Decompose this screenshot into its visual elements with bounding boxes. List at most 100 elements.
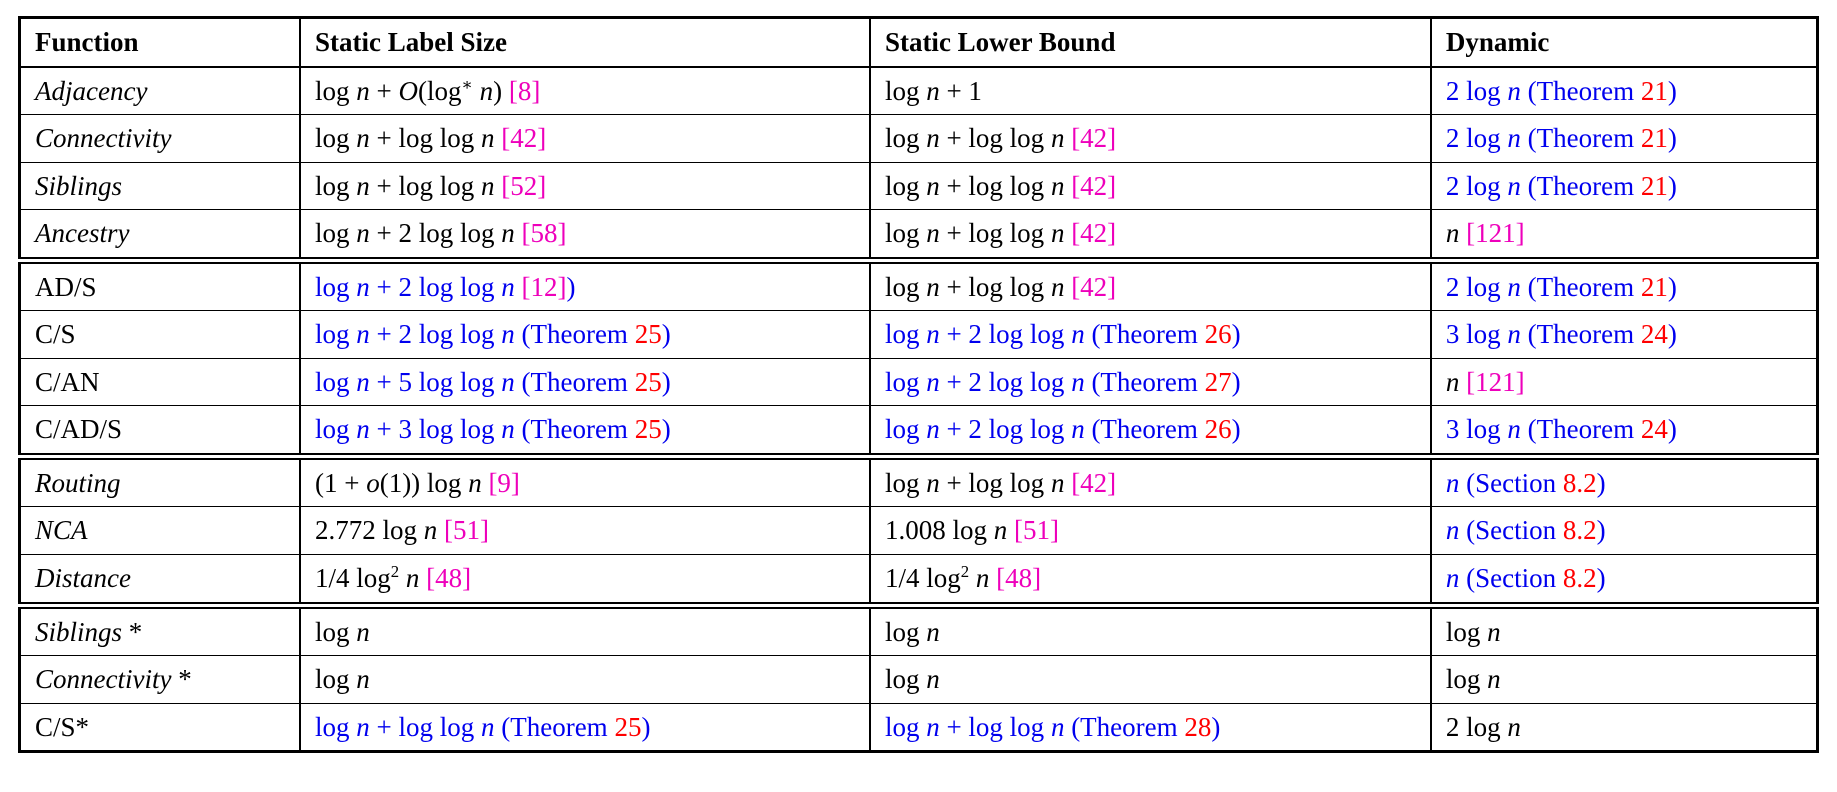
citation-link[interactable]: [52]	[501, 170, 547, 201]
value-cell: 3 log n (Theorem 24)	[1429, 310, 1818, 359]
citation-link[interactable]: [42]	[1071, 218, 1117, 249]
math-text: log n + log log n	[884, 170, 1065, 201]
math-text: log n + log log n	[884, 218, 1065, 249]
reference-link[interactable]: 24	[1640, 414, 1668, 445]
highlight-text: log n + 5 log log n (Theorem	[314, 366, 635, 397]
citation-link[interactable]: [8]	[508, 75, 541, 106]
reference-link[interactable]: 8.2	[1562, 467, 1597, 498]
math-text: Connectivity *	[35, 664, 192, 695]
reference-link[interactable]: 28	[1184, 711, 1212, 742]
highlight-text: )	[661, 414, 671, 445]
math-text: C/AD/S	[35, 414, 123, 445]
citation-link[interactable]: [42]	[1071, 467, 1117, 498]
citation-link[interactable]: [42]	[1071, 271, 1117, 302]
value-cell: log n + 2 log log n [12])	[298, 256, 870, 311]
reference-link[interactable]: 21	[1640, 75, 1668, 106]
reference-link[interactable]: 21	[1640, 170, 1668, 201]
citation-link[interactable]: [42]	[501, 123, 547, 154]
function-cell: C/AN	[19, 357, 300, 406]
citation-link[interactable]: [121]	[1466, 218, 1525, 249]
column-header-function: Function	[19, 17, 300, 68]
math-text: log n	[1445, 616, 1501, 647]
reference-link[interactable]: 25	[614, 711, 642, 742]
value-cell: 3 log n (Theorem 24)	[1429, 405, 1818, 457]
citation-link[interactable]: [48]	[996, 563, 1042, 594]
highlight-text: )	[1596, 563, 1606, 594]
highlight-text: )	[661, 366, 671, 397]
function-cell: Routing	[19, 452, 300, 507]
value-cell: 2 log n (Theorem 21)	[1429, 256, 1818, 311]
math-text: Distance	[35, 563, 131, 594]
function-cell: C/S	[19, 310, 300, 359]
citation-link[interactable]: [9]	[488, 467, 520, 498]
highlight-text: )	[1667, 123, 1677, 154]
math-text: log n + log log n	[884, 271, 1065, 302]
math-text: 1/4 log2 n	[884, 562, 990, 594]
table-row: Ancestry log n + 2 log log n [58] log n + …	[19, 209, 1818, 261]
reference-link[interactable]: 8.2	[1562, 563, 1597, 594]
math-text: n	[1445, 218, 1460, 249]
highlight-text: log n + 2 log log n (Theorem	[314, 319, 635, 350]
table-row: Connectivity * log n log n log n	[19, 655, 1818, 704]
math-text: log n	[884, 664, 940, 695]
highlight-text: 2 log n (Theorem	[1445, 271, 1641, 302]
math-text: Adjacency	[35, 75, 148, 106]
highlight-text: 2 log n (Theorem	[1445, 170, 1641, 201]
value-cell: log n	[298, 655, 870, 704]
reference-link[interactable]: 27	[1204, 366, 1232, 397]
math-text: NCA	[35, 515, 88, 546]
reference-link[interactable]: 8.2	[1562, 515, 1597, 546]
row-group: Siblings * log n log n log n Connectivity * l…	[19, 601, 1818, 752]
reference-link[interactable]: 25	[634, 319, 662, 350]
highlight-text: n (Section	[1445, 515, 1563, 546]
highlight-text: log n + 2 log log n	[314, 271, 515, 302]
value-cell: log n + log log n [42]	[868, 209, 1431, 261]
value-cell: log n + log log n [42]	[868, 114, 1431, 163]
reference-link[interactable]: 25	[634, 414, 662, 445]
value-cell: 2 log n (Theorem 21)	[1429, 66, 1818, 115]
math-text: log n + 1	[884, 75, 982, 106]
reference-link[interactable]: 21	[1640, 271, 1668, 302]
table-header: Function Static Label Size Static Lower …	[19, 17, 1818, 68]
highlight-text: )	[1596, 515, 1606, 546]
math-text: log n + log log n	[884, 123, 1065, 154]
citation-link[interactable]: [121]	[1466, 366, 1525, 397]
value-cell: log n + 2 log log n (Theorem 26)	[868, 310, 1431, 359]
function-cell: Ancestry	[19, 209, 300, 261]
math-text: Routing	[35, 467, 121, 498]
value-cell: 1.008 log n [51]	[868, 506, 1431, 555]
value-cell: log n + 1	[868, 66, 1431, 115]
function-cell: C/S*	[19, 702, 300, 752]
math-text: C/AN	[35, 366, 100, 397]
citation-link[interactable]: [42]	[1071, 170, 1117, 201]
citation-link[interactable]: [58]	[521, 218, 567, 249]
value-cell: log n + log log n [42]	[868, 256, 1431, 311]
value-cell: log n	[1429, 655, 1818, 704]
citation-link[interactable]: [48]	[426, 563, 472, 594]
labeling-schemes-table: Function Static Label Size Static Lower …	[18, 16, 1819, 754]
reference-link[interactable]: 21	[1640, 123, 1668, 154]
citation-link[interactable]: [42]	[1071, 123, 1117, 154]
highlight-text: log n + 2 log log n (Theorem	[884, 319, 1205, 350]
citation-link[interactable]: [12]	[521, 271, 567, 302]
value-cell: log n	[1429, 601, 1818, 656]
highlight-text: log n + 2 log log n (Theorem	[884, 414, 1205, 445]
table-row: C/S* log n + log log n (Theorem 25) log n …	[19, 702, 1818, 752]
reference-link[interactable]: 25	[634, 366, 662, 397]
highlight-text: )	[566, 271, 576, 302]
highlight-text: )	[661, 319, 671, 350]
highlight-text: 2 log n (Theorem	[1445, 123, 1641, 154]
table-row: Adjacency log n + O(log∗ n) [8] log n + 1 2…	[20, 66, 1818, 115]
citation-link[interactable]: [51]	[1013, 515, 1059, 546]
citation-link[interactable]: [51]	[444, 515, 489, 546]
highlight-text: )	[1667, 271, 1677, 302]
math-text: log n	[1445, 664, 1501, 695]
reference-link[interactable]: 24	[1640, 319, 1668, 350]
math-text: 1/4 log2 n	[314, 562, 420, 594]
highlight-text: n (Section	[1445, 563, 1563, 594]
reference-link[interactable]: 26	[1204, 319, 1232, 350]
value-cell: n [121]	[1429, 209, 1818, 261]
reference-link[interactable]: 26	[1204, 414, 1232, 445]
function-cell: Adjacency	[20, 67, 300, 115]
highlight-text: )	[1667, 319, 1677, 350]
